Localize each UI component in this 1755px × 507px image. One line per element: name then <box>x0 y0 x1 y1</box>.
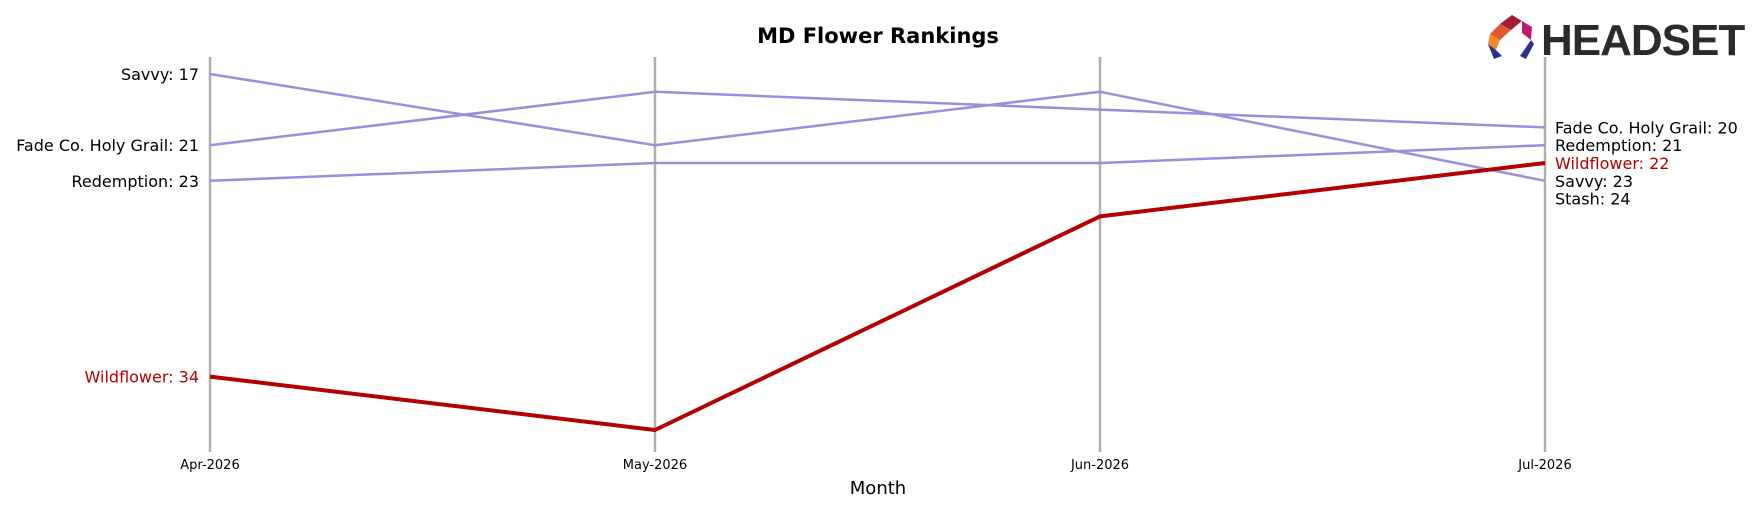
left-label: Wildflower: 34 <box>85 368 199 387</box>
right-label: Savvy: 23 <box>1555 172 1633 191</box>
series-line-wildflower <box>209 161 1546 432</box>
x-tick-label: Apr-2026 <box>180 458 239 473</box>
right-label: Wildflower: 22 <box>1555 154 1669 173</box>
right-label: Stash: 24 <box>1555 190 1631 209</box>
series-line-savvy <box>209 72 1546 183</box>
left-labels: Savvy: 17 Fade Co. Holy Grail: 21 Redempti… <box>16 65 199 387</box>
left-label: Fade Co. Holy Grail: 21 <box>16 136 199 155</box>
headset-logo-text: HEADSET <box>1541 16 1745 65</box>
headset-logo-icon <box>1488 15 1534 59</box>
right-label: Redemption: 21 <box>1555 136 1682 155</box>
x-tick-label: Jul-2026 <box>1517 458 1571 473</box>
left-label: Redemption: 23 <box>72 172 199 191</box>
series-line-redemption <box>209 143 1546 183</box>
headset-logo: HEADSET <box>1488 15 1746 65</box>
series-lines <box>209 72 1546 432</box>
x-tick-label: May-2026 <box>623 458 687 473</box>
x-tick-label: Jun-2026 <box>1070 458 1129 473</box>
x-axis-label: Month <box>850 478 906 499</box>
series-line-fade-co-holy-grail <box>209 90 1546 147</box>
left-label: Savvy: 17 <box>121 65 199 84</box>
vertical-gridlines <box>208 57 1547 452</box>
right-label: Fade Co. Holy Grail: 20 <box>1555 118 1738 137</box>
x-axis-ticks: Apr-2026 May-2026 Jun-2026 Jul-2026 <box>180 458 1571 473</box>
chart-title: MD Flower Rankings <box>757 24 999 48</box>
